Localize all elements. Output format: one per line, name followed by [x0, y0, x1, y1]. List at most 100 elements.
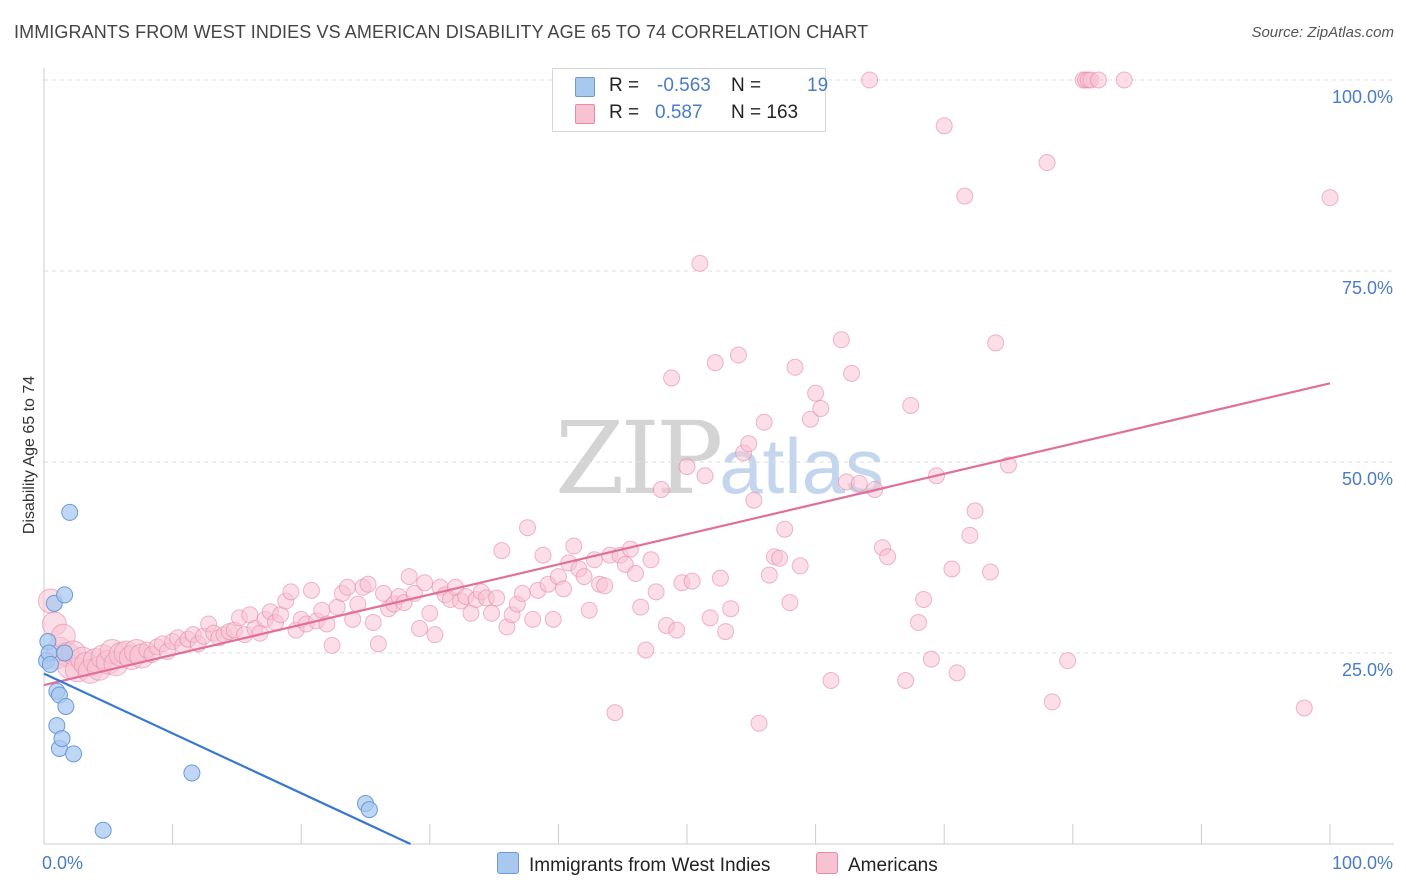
- legend-swatch-pink: [575, 104, 595, 124]
- american-point: [1321, 189, 1339, 207]
- legend-swatch-blue: [575, 77, 595, 97]
- american-point: [691, 254, 709, 272]
- american-point: [760, 566, 778, 584]
- american-point: [879, 548, 897, 566]
- american-point: [513, 584, 531, 602]
- american-point: [1295, 699, 1313, 717]
- y-tick-label: 100.0%: [1332, 87, 1393, 107]
- american-point: [771, 549, 789, 567]
- american-point: [519, 519, 537, 537]
- american-point: [981, 563, 999, 581]
- american-point: [956, 187, 974, 205]
- american-point: [642, 551, 660, 569]
- american-point: [786, 358, 804, 376]
- american-point: [1115, 71, 1133, 89]
- legend-row-west-indies: R = -0.563 N = 19: [575, 75, 828, 99]
- american-point: [565, 537, 583, 555]
- american-point: [483, 604, 501, 622]
- legend-n-value: 19: [807, 75, 829, 96]
- stats-legend: R = -0.563 N = 19 R = 0.587 N = 163: [552, 68, 828, 132]
- american-point: [400, 568, 418, 586]
- american-point: [544, 610, 562, 628]
- american-point: [1090, 71, 1108, 89]
- american-point: [652, 481, 670, 499]
- tick-labels: 25.0% 50.0% 75.0% 100.0% 0.0% 100.0%: [42, 87, 1393, 873]
- axes: [43, 68, 1394, 845]
- legend-swatch-blue: [497, 852, 519, 874]
- y-tick-label: 25.0%: [1342, 660, 1393, 680]
- american-point: [338, 578, 356, 596]
- west-indies-trend-line: [43, 672, 411, 845]
- american-point: [1059, 652, 1077, 670]
- legend-label-west-indies: Immigrants from West Indies: [529, 855, 771, 876]
- legend-item-west-indies: Immigrants from West Indies: [497, 852, 770, 877]
- american-point: [850, 474, 868, 492]
- american-point: [812, 400, 830, 418]
- american-point: [987, 334, 1005, 352]
- west-indies-point: [56, 586, 74, 604]
- american-point: [637, 641, 655, 659]
- american-point: [745, 491, 763, 509]
- legend-r-value: 0.587: [655, 102, 703, 123]
- american-point: [909, 613, 927, 631]
- american-point: [711, 569, 729, 587]
- american-point: [575, 568, 593, 586]
- legend-row-americans: R = 0.587 N = 163: [575, 102, 815, 126]
- american-point: [663, 369, 681, 387]
- americans-points: [37, 71, 1339, 732]
- american-point: [807, 384, 825, 402]
- american-point: [1038, 154, 1056, 172]
- legend-r-value: -0.563: [657, 75, 711, 96]
- american-point: [1000, 456, 1017, 474]
- american-point: [701, 609, 719, 627]
- legend-n-label: N = 163: [731, 102, 799, 123]
- american-point: [902, 396, 920, 414]
- american-point: [717, 623, 735, 641]
- legend-item-americans: Americans: [816, 852, 938, 877]
- american-point: [580, 601, 598, 619]
- american-point: [647, 583, 665, 601]
- west-indies-point: [56, 644, 74, 662]
- west-indies-points: [38, 503, 378, 839]
- american-point: [776, 520, 794, 538]
- american-point: [596, 577, 614, 595]
- american-point: [943, 560, 961, 578]
- american-point: [344, 610, 362, 628]
- american-point: [364, 613, 382, 631]
- american-point: [282, 583, 300, 601]
- american-point: [861, 71, 879, 89]
- american-point: [488, 589, 506, 607]
- source-label: Source: ZipAtlas.com: [1251, 24, 1394, 41]
- american-point: [302, 581, 320, 599]
- west-indies-point: [53, 730, 71, 748]
- watermark-zip: ZIP: [555, 400, 723, 517]
- american-point: [822, 672, 840, 690]
- west-indies-point: [65, 745, 83, 763]
- american-point: [966, 502, 984, 520]
- american-point: [369, 635, 387, 653]
- american-point: [832, 331, 850, 349]
- legend-r-label: R =: [609, 102, 640, 123]
- american-point: [801, 410, 819, 428]
- american-point: [696, 467, 714, 485]
- american-point: [426, 626, 444, 644]
- american-point: [750, 714, 768, 732]
- american-point: [416, 574, 434, 592]
- y-tick-label: 50.0%: [1342, 469, 1393, 489]
- american-point: [359, 575, 377, 593]
- american-point: [524, 610, 542, 628]
- west-indies-point: [41, 655, 59, 673]
- trend-lines: [43, 382, 1331, 845]
- american-point: [706, 354, 724, 372]
- west-indies-point: [57, 697, 75, 715]
- west-indies-point: [61, 503, 79, 521]
- american-point: [722, 600, 740, 618]
- american-point: [411, 620, 429, 638]
- american-point: [729, 346, 747, 364]
- y-tick-label: 75.0%: [1342, 278, 1393, 298]
- american-point: [740, 435, 758, 453]
- x-tick-label: 0.0%: [42, 853, 83, 873]
- american-point: [935, 117, 953, 135]
- american-point: [421, 604, 439, 622]
